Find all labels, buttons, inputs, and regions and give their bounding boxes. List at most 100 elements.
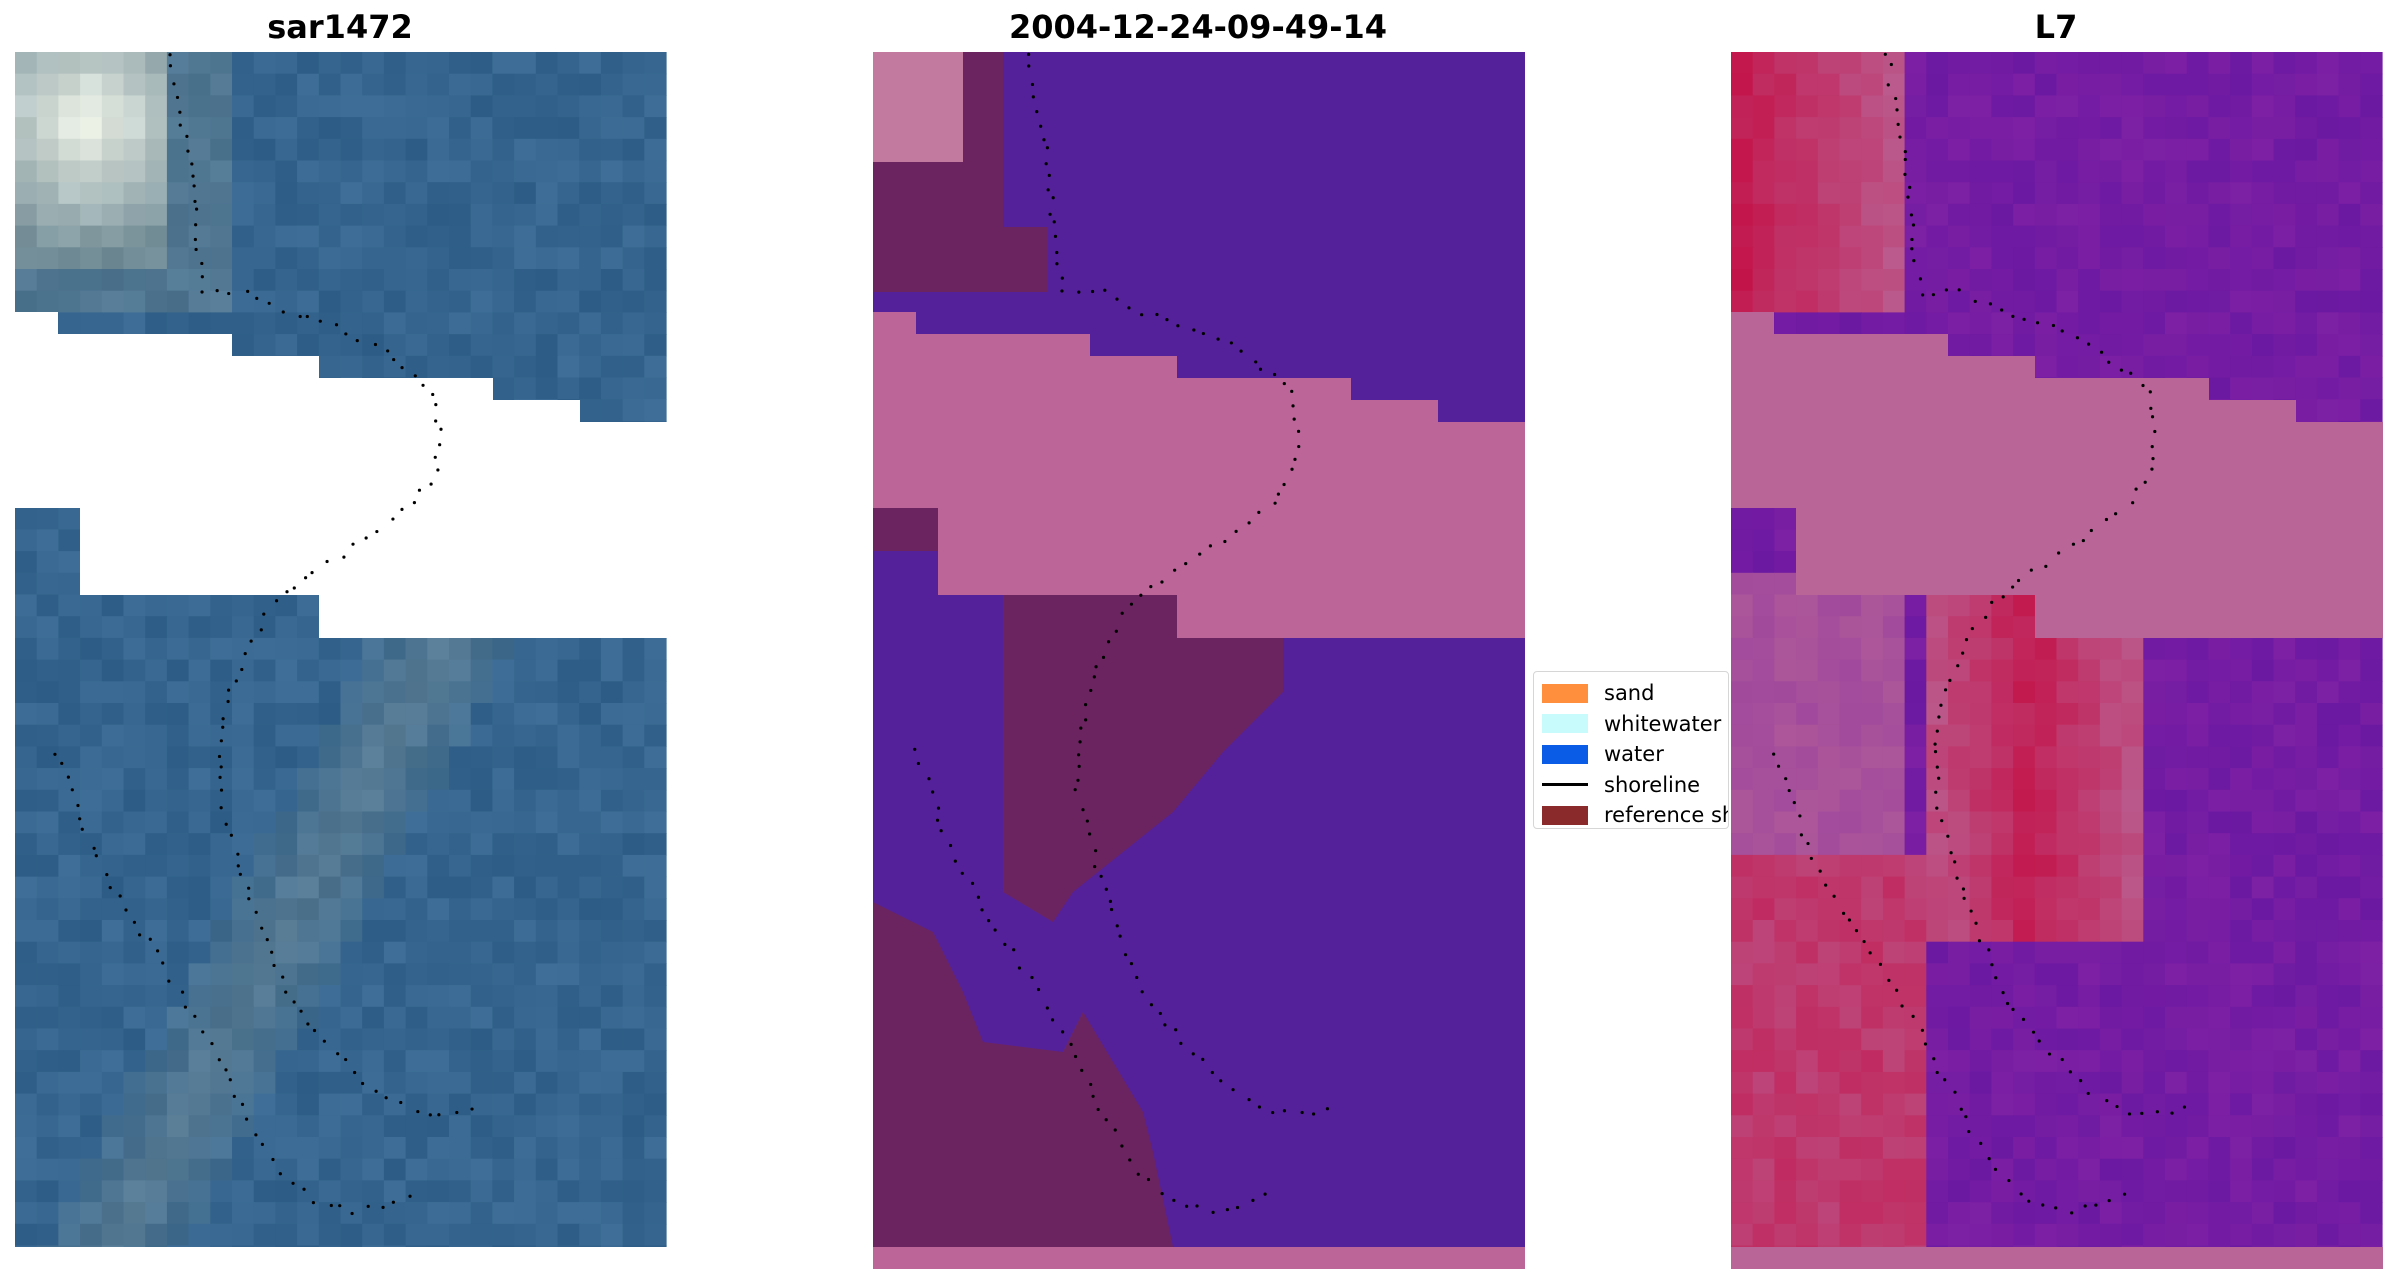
image-pixel: [2186, 724, 2209, 747]
image-pixel: [1839, 659, 1862, 682]
image-pixel: [427, 833, 450, 856]
shoreline-point: [2019, 1192, 2023, 1196]
image-pixel: [557, 52, 580, 75]
image-pixel: [297, 920, 320, 943]
image-pixel: [1926, 941, 1949, 964]
image-pixel: [318, 1093, 342, 1116]
image-pixel: [297, 1115, 320, 1138]
image-pixel: [2165, 659, 2188, 682]
image-pixel: [2338, 95, 2361, 118]
image-pixel: [2295, 117, 2318, 140]
image-pixel: [622, 833, 645, 856]
shoreline-point: [262, 612, 266, 616]
image-pixel: [80, 898, 103, 921]
image-pixel: [2013, 334, 2036, 357]
image-pixel: [1839, 138, 1862, 162]
image-pixel: [2121, 985, 2144, 1008]
image-pixel: [2273, 1028, 2296, 1051]
image-pixel: [58, 160, 81, 183]
image-pixel: [644, 724, 667, 747]
image-pixel: [535, 52, 559, 75]
image-pixel: [275, 616, 298, 639]
image-pixel: [36, 203, 59, 227]
image-pixel: [535, 789, 559, 813]
image-pixel: [2099, 225, 2123, 248]
image-pixel: [275, 963, 298, 986]
image-pixel: [1817, 1050, 1841, 1073]
image-pixel: [427, 73, 450, 96]
image-pixel: [123, 746, 146, 769]
image-pixel: [600, 182, 624, 205]
image-pixel: [2056, 811, 2079, 834]
image-pixel: [1817, 182, 1841, 205]
image-pixel: [557, 1093, 580, 1116]
image-pixel: [101, 616, 125, 639]
image-pixel: [405, 1202, 428, 1225]
image-pixel: [1861, 312, 1884, 335]
image-pixel: [188, 746, 211, 769]
image-pixel: [1948, 1071, 1971, 1095]
image-pixel: [557, 1223, 580, 1247]
image-pixel: [2013, 1050, 2036, 1073]
image-pixel: [535, 225, 559, 248]
image-pixel: [449, 334, 472, 357]
panel-title-mndwi: L7: [2034, 8, 2078, 46]
image-pixel: [2208, 269, 2231, 292]
shoreline-point: [1912, 259, 1916, 263]
image-pixel: [449, 811, 472, 834]
image-pixel: [579, 203, 602, 227]
image-pixel: [622, 876, 645, 899]
image-pixel: [622, 355, 645, 379]
image-pixel: [275, 138, 298, 162]
image-pixel: [210, 746, 233, 769]
image-pixel: [188, 290, 211, 313]
image-pixel: [80, 73, 103, 96]
image-pixel: [1861, 182, 1884, 205]
image-pixel: [1926, 182, 1949, 205]
image-pixel: [275, 833, 298, 856]
image-pixel: [1882, 920, 1906, 943]
image-pixel: [188, 898, 211, 921]
image-pixel: [1991, 985, 2014, 1008]
image-pixel: [1752, 52, 1775, 75]
image-pixel: [297, 290, 320, 313]
image-pixel: [1731, 247, 1754, 270]
shoreline-point: [1055, 262, 1059, 266]
image-pixel: [2165, 985, 2188, 1008]
image-pixel: [1796, 1158, 1819, 1181]
image-pixel: [514, 811, 537, 834]
image-pixel: [644, 833, 667, 856]
shoreline-point: [2155, 1110, 2159, 1114]
image-pixel: [58, 616, 81, 639]
shoreline-point: [1118, 934, 1122, 938]
image-pixel: [101, 1223, 125, 1247]
shoreline-point: [249, 639, 253, 643]
image-pixel: [297, 160, 320, 183]
shoreline-point: [2011, 585, 2015, 589]
image-pixel: [2360, 724, 2383, 747]
image-pixel: [600, 811, 624, 834]
image-pixel: [340, 1093, 363, 1116]
image-pixel: [2316, 203, 2340, 227]
image-pixel: [123, 594, 146, 617]
land-class-region: [873, 902, 1173, 1247]
image-pixel: [1774, 551, 1797, 574]
image-pixel: [2121, 811, 2144, 834]
image-pixel: [1882, 160, 1906, 183]
image-pixel: [2099, 1158, 2123, 1181]
image-pixel: [622, 637, 645, 661]
image-pixel: [123, 247, 146, 270]
image-pixel: [232, 789, 255, 813]
image-pixel: [2143, 1071, 2166, 1095]
image-pixel: [644, 746, 667, 769]
shoreline-point: [1051, 196, 1055, 200]
image-pixel: [1904, 876, 1927, 899]
image-pixel: [2230, 203, 2253, 227]
image-pixel: [362, 160, 385, 183]
image-pixel: [166, 703, 190, 726]
image-pixel: [1796, 637, 1819, 661]
image-pixel: [2316, 833, 2340, 856]
image-pixel: [644, 1223, 667, 1247]
image-pixel: [1752, 1071, 1775, 1095]
image-pixel: [2143, 789, 2166, 813]
